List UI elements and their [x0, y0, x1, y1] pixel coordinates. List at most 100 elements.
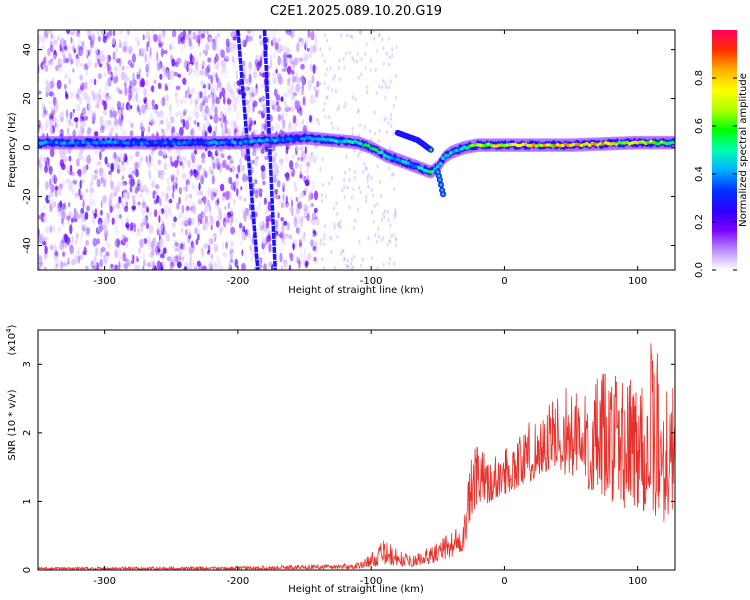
ridge-core — [198, 141, 203, 146]
noise-speckle — [108, 30, 113, 37]
noise-speckle — [393, 261, 395, 266]
noise-speckle — [51, 40, 54, 45]
noise-speckle — [76, 103, 81, 112]
ridge-core — [249, 139, 253, 144]
noise-speckle — [301, 77, 306, 85]
noise-speckle — [82, 156, 88, 163]
noise-speckle — [84, 81, 88, 90]
noise-speckle — [52, 116, 57, 123]
colorbar-tick-label: 0.2 — [694, 214, 705, 230]
noise-speckle — [291, 99, 294, 107]
ridge-core — [94, 141, 99, 145]
noise-speckle — [250, 255, 255, 263]
ridge-core — [441, 156, 445, 161]
noise-speckle — [249, 234, 254, 244]
noise-speckle — [132, 79, 137, 87]
noise-speckle — [80, 218, 85, 224]
noise-speckle — [128, 167, 133, 176]
noise-speckle — [140, 191, 143, 198]
noise-speckle — [131, 206, 136, 212]
noise-speckle — [59, 242, 64, 251]
noise-speckle — [324, 194, 327, 199]
noise-speckle — [119, 180, 124, 188]
noise-speckle — [177, 34, 181, 44]
noise-speckle — [287, 88, 291, 96]
noise-speckle — [186, 159, 191, 169]
noise-speckle — [361, 257, 364, 262]
noise-speckle — [138, 69, 141, 77]
noise-speckle — [55, 64, 60, 70]
noise-speckle — [77, 44, 81, 50]
noise-speckle — [85, 45, 89, 56]
noise-speckle — [54, 122, 57, 128]
ridge-core — [657, 141, 661, 146]
noise-speckle — [38, 126, 41, 134]
noise-speckle — [74, 192, 79, 200]
noise-speckle — [59, 59, 64, 65]
noise-speckle — [44, 245, 48, 255]
noise-speckle — [146, 79, 149, 87]
ridge-core — [430, 169, 435, 174]
noise-speckle — [118, 118, 123, 126]
noise-speckle — [56, 119, 60, 128]
noise-speckle — [306, 166, 309, 175]
noise-speckle — [52, 225, 55, 232]
ridge-core — [78, 140, 83, 144]
noise-speckle — [366, 179, 369, 184]
noise-speckle — [286, 31, 291, 36]
noise-speckle — [219, 111, 224, 118]
noise-speckle — [98, 63, 103, 68]
noise-speckle — [159, 198, 162, 207]
noise-speckle — [338, 58, 341, 63]
noise-speckle — [39, 206, 42, 215]
noise-speckle — [91, 43, 96, 49]
noise-speckle — [213, 233, 217, 238]
ridge-core — [297, 136, 302, 141]
ridge-core — [180, 141, 184, 146]
noise-speckle — [304, 261, 309, 266]
noise-speckle — [171, 58, 176, 67]
noise-speckle — [85, 70, 89, 75]
noise-speckle — [195, 64, 199, 72]
noise-speckle — [84, 211, 89, 220]
noise-speckle — [141, 48, 146, 55]
noise-speckle — [118, 65, 123, 73]
noise-speckle — [194, 227, 198, 235]
noise-speckle — [191, 182, 196, 191]
noise-speckle — [216, 61, 220, 71]
noise-speckle — [102, 63, 108, 70]
noise-speckle — [343, 256, 346, 261]
spectrogram-x-axis-label: Height of straight line (km) — [288, 285, 424, 296]
noise-speckle — [196, 260, 201, 267]
noise-speckle — [283, 45, 288, 56]
noise-speckle — [240, 126, 244, 136]
noise-speckle — [185, 159, 189, 166]
noise-speckle — [98, 221, 103, 229]
noise-speckle — [132, 254, 135, 262]
noise-speckle — [253, 68, 257, 78]
noise-speckle — [213, 99, 216, 107]
snr-marks — [38, 343, 675, 570]
noise-speckle — [128, 94, 131, 103]
noise-speckle — [77, 38, 81, 45]
noise-speckle — [230, 213, 234, 223]
noise-speckle — [320, 192, 323, 197]
noise-speckle — [263, 197, 267, 205]
noise-speckle — [164, 94, 170, 102]
noise-speckle — [311, 74, 315, 84]
noise-speckle — [157, 159, 161, 166]
noise-speckle — [114, 248, 118, 259]
noise-speckle — [204, 243, 210, 250]
noise-speckle — [76, 158, 80, 167]
ridge-core — [654, 141, 659, 146]
noise-speckle — [131, 53, 136, 64]
noise-speckle — [71, 235, 74, 244]
noise-speckle — [303, 60, 307, 65]
noise-speckle — [363, 125, 366, 130]
noise-speckle — [281, 223, 285, 233]
noise-speckle — [310, 239, 314, 247]
noise-speckle — [193, 169, 198, 178]
noise-speckle — [96, 161, 102, 166]
noise-speckle — [339, 77, 342, 82]
noise-speckle — [100, 200, 103, 209]
